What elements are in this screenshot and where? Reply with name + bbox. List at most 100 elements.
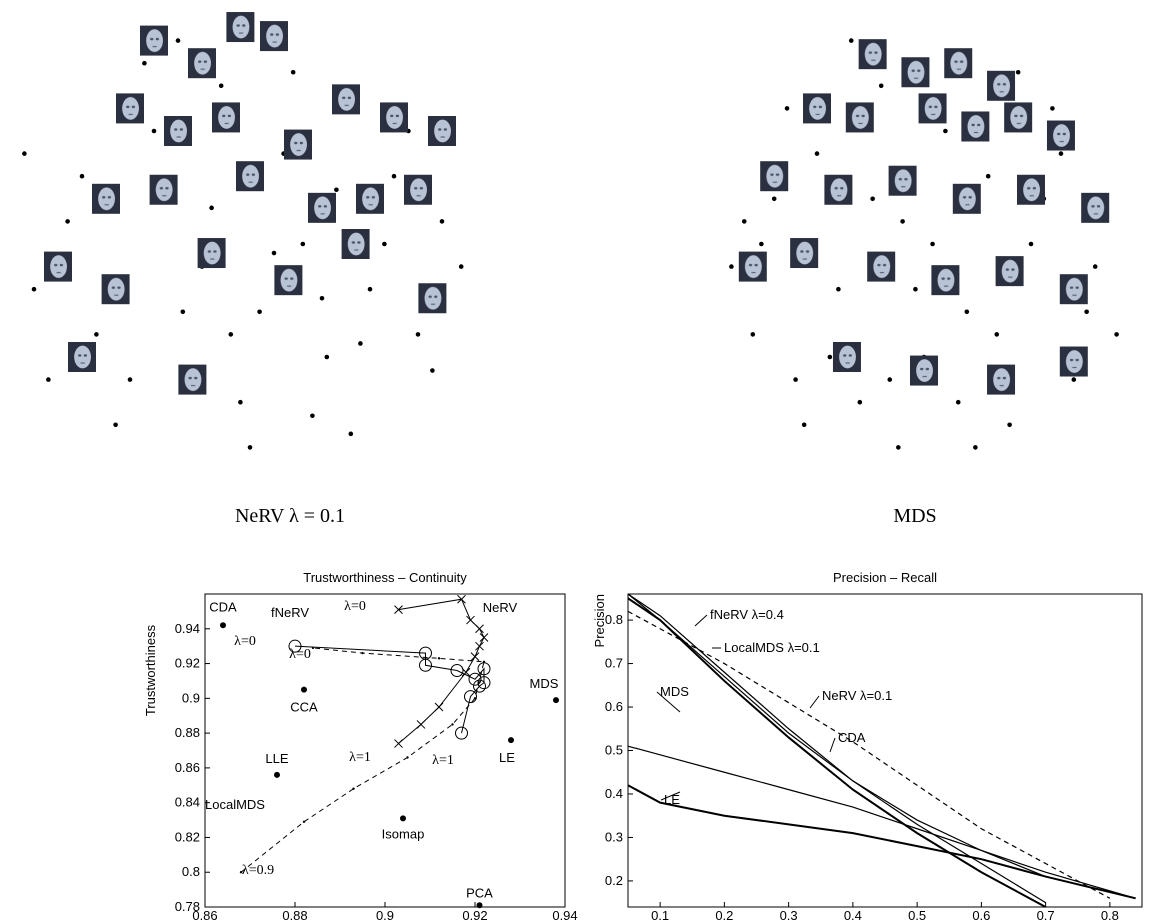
series-line	[628, 594, 1046, 903]
point	[1084, 310, 1089, 315]
lambda-label: λ=1	[432, 753, 454, 768]
method-point	[400, 815, 406, 821]
method-label: LLE	[265, 751, 288, 766]
point	[392, 174, 397, 179]
dot-marker	[451, 723, 453, 725]
point	[358, 341, 363, 346]
point	[368, 287, 373, 292]
y-tick-label: 0.9	[182, 690, 200, 705]
y-tick-label: 0.86	[175, 760, 200, 775]
chart-title: Precision – Recall	[833, 570, 937, 585]
x-tick-label: 0.4	[844, 908, 862, 921]
face-image	[889, 166, 917, 196]
face-image	[944, 48, 972, 78]
leader-line	[695, 615, 707, 626]
point	[248, 445, 253, 450]
point	[742, 219, 747, 224]
face-image	[212, 102, 240, 132]
y-tick-label: 0.82	[175, 829, 200, 844]
x-marker	[480, 633, 488, 641]
point	[257, 310, 262, 315]
face-image	[140, 26, 168, 56]
face-image	[1047, 121, 1075, 151]
point	[238, 400, 243, 405]
y-tick-label: 0.88	[175, 725, 200, 740]
point	[879, 84, 884, 89]
x-tick-label: 0.9	[376, 908, 394, 921]
point	[65, 219, 70, 224]
point	[325, 355, 330, 360]
point	[320, 296, 325, 301]
face-image	[404, 175, 432, 205]
face-image	[236, 161, 264, 191]
face-image	[428, 116, 456, 146]
point	[943, 129, 948, 134]
method-point	[301, 687, 307, 693]
dot-marker	[352, 788, 354, 790]
y-tick-label: 0.7	[605, 656, 623, 671]
dot-marker	[483, 661, 485, 663]
face-image	[987, 71, 1015, 101]
point	[310, 413, 315, 418]
x-tick-label: 0.1	[651, 908, 669, 921]
series-line	[628, 594, 1136, 898]
face-image	[1004, 102, 1032, 132]
point	[896, 445, 901, 450]
method-point	[508, 737, 514, 743]
point	[1072, 377, 1077, 382]
point	[349, 432, 354, 437]
method-point	[274, 772, 280, 778]
point	[113, 423, 118, 428]
point	[751, 332, 756, 337]
x-tick-label: 0.3	[780, 908, 798, 921]
point	[1114, 332, 1119, 337]
x-tick-label: 0.6	[972, 908, 990, 921]
face-image	[284, 130, 312, 160]
point	[1016, 70, 1021, 75]
face-image	[901, 57, 929, 87]
point	[94, 332, 99, 337]
method-label: CCA	[290, 700, 318, 715]
dot-marker	[361, 652, 363, 654]
face-image	[1060, 347, 1088, 377]
chart-title: Trustworthiness – Continuity	[303, 570, 467, 585]
point	[828, 355, 833, 360]
figure: NeRV λ = 0.1MDSTrustworthiness – Continu…	[0, 0, 1151, 921]
face-image	[44, 252, 72, 282]
face-image	[226, 12, 254, 42]
x-marker	[476, 625, 484, 633]
point	[416, 332, 421, 337]
face-image	[961, 111, 989, 141]
x-tick-label: 0.88	[282, 908, 307, 921]
face-image	[198, 238, 226, 268]
dot-marker	[438, 657, 440, 659]
y-tick-label: 0.3	[605, 829, 623, 844]
point	[334, 187, 339, 192]
point	[729, 264, 734, 269]
series-label: MDS	[660, 684, 689, 699]
point	[46, 377, 51, 382]
y-tick-label: 0.4	[605, 786, 623, 801]
point	[956, 400, 961, 405]
face-image	[260, 21, 288, 51]
series-label: LocalMDS	[205, 797, 265, 812]
face-image	[342, 229, 370, 259]
axes-box	[628, 594, 1142, 907]
face-image	[164, 116, 192, 146]
y-axis-label: Trustworthiness	[143, 624, 158, 716]
x-marker	[476, 642, 484, 650]
leader-line	[830, 738, 835, 752]
face-image	[760, 161, 788, 191]
point	[887, 377, 892, 382]
dot-marker	[474, 697, 476, 699]
face-image	[150, 175, 178, 205]
series-label: LocalMDS λ=0.1	[724, 640, 820, 655]
point	[930, 242, 935, 247]
point	[291, 70, 296, 75]
point	[785, 106, 790, 111]
lambda-label: λ=0	[289, 647, 311, 662]
point	[22, 151, 27, 156]
series-label: LE	[664, 792, 680, 807]
face-image	[1081, 193, 1109, 223]
y-tick-label: 0.6	[605, 699, 623, 714]
